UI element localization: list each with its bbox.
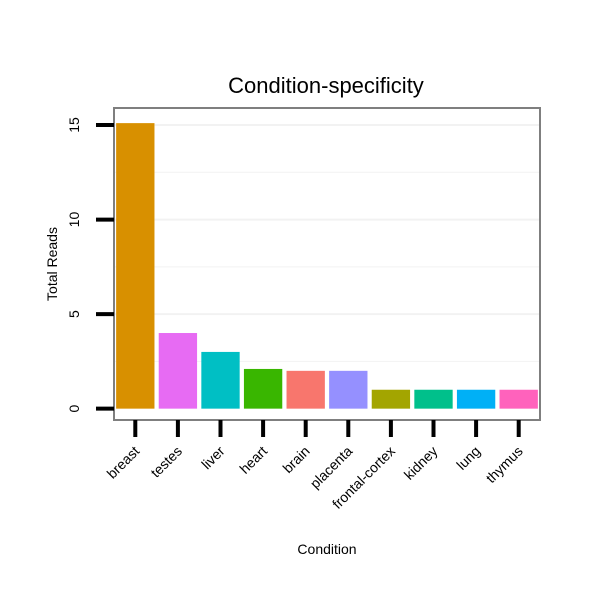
y-axis: 0 5 10 15 xyxy=(66,117,114,413)
bar-testes xyxy=(158,333,198,409)
x-tick-label: breast xyxy=(104,443,143,482)
x-tick-label: thymus xyxy=(483,443,526,486)
y-axis-label: Total Reads xyxy=(44,227,60,301)
bar-brain xyxy=(286,370,325,409)
x-tick-label: brain xyxy=(279,443,312,476)
plot-frame xyxy=(113,107,541,421)
y-tick-label: 15 xyxy=(66,117,82,133)
y-tick-label: 5 xyxy=(66,310,82,318)
chart-title: Condition-specificity xyxy=(228,73,424,98)
x-tick-label: lung xyxy=(453,443,483,473)
bar-liver xyxy=(201,351,240,409)
x-axis: breast testes liver heart brainplacentafront… xyxy=(104,420,526,512)
bar-breast xyxy=(116,123,155,409)
bar-lung xyxy=(456,389,496,409)
bar-heart xyxy=(243,368,283,409)
x-axis-label: Condition xyxy=(297,541,356,557)
y-tick-label: 0 xyxy=(66,405,82,413)
bar-thymus xyxy=(499,389,538,409)
bar-frontal-cortex xyxy=(371,389,411,409)
x-tick-label: testes xyxy=(147,443,185,481)
x-tick-label: kidney xyxy=(401,443,441,483)
bar-placenta xyxy=(329,370,368,409)
bars xyxy=(116,123,538,409)
x-tick-label: heart xyxy=(236,443,270,477)
bar-kidney xyxy=(414,389,453,409)
x-tick-label: liver xyxy=(198,443,228,473)
y-tick-label: 10 xyxy=(66,212,82,228)
